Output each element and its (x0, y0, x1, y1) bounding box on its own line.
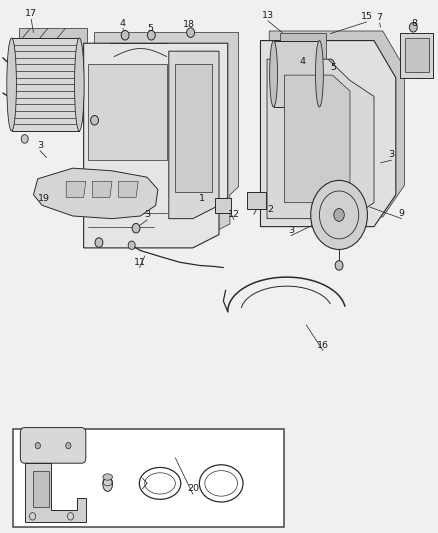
Ellipse shape (334, 208, 344, 221)
Circle shape (66, 442, 71, 449)
Polygon shape (88, 64, 166, 160)
Circle shape (128, 241, 135, 249)
Circle shape (335, 261, 343, 270)
Ellipse shape (103, 474, 113, 480)
Text: 11: 11 (134, 258, 145, 266)
Text: 17: 17 (25, 10, 37, 19)
Circle shape (309, 108, 317, 117)
Ellipse shape (270, 41, 278, 107)
Text: 5: 5 (147, 24, 153, 33)
Circle shape (121, 30, 129, 40)
Text: 2: 2 (268, 205, 273, 214)
Circle shape (148, 30, 155, 40)
Text: 19: 19 (38, 194, 49, 203)
Circle shape (95, 238, 103, 247)
Polygon shape (269, 31, 405, 217)
Text: 3: 3 (288, 226, 294, 235)
Ellipse shape (7, 38, 16, 131)
Text: 13: 13 (262, 11, 274, 20)
Polygon shape (280, 33, 326, 99)
Text: 7: 7 (377, 13, 383, 22)
Polygon shape (33, 168, 158, 219)
Circle shape (410, 22, 417, 32)
FancyBboxPatch shape (20, 427, 86, 463)
Text: 12: 12 (228, 210, 240, 219)
Text: 15: 15 (360, 12, 373, 21)
Polygon shape (84, 43, 228, 248)
Bar (175, 64, 212, 192)
Polygon shape (95, 33, 239, 237)
Text: 9: 9 (399, 209, 405, 218)
Bar (33, 471, 49, 507)
Polygon shape (92, 181, 112, 197)
Circle shape (35, 442, 40, 449)
Text: 8: 8 (412, 19, 417, 28)
Text: 18: 18 (184, 20, 195, 29)
Polygon shape (19, 28, 87, 122)
Polygon shape (169, 51, 219, 219)
Bar (247, 192, 266, 209)
Bar (400, 33, 433, 78)
Circle shape (132, 223, 140, 233)
Text: 3: 3 (389, 150, 395, 159)
Circle shape (279, 108, 286, 117)
Polygon shape (25, 463, 86, 522)
Circle shape (21, 135, 28, 143)
Text: 16: 16 (317, 341, 329, 350)
Polygon shape (267, 59, 374, 219)
Text: 3: 3 (145, 210, 151, 219)
Text: 20: 20 (187, 484, 199, 493)
Text: 4: 4 (120, 19, 126, 28)
Circle shape (326, 59, 334, 69)
Ellipse shape (311, 180, 367, 249)
Polygon shape (274, 41, 319, 107)
Bar (405, 38, 428, 72)
Polygon shape (66, 181, 86, 197)
Text: 3: 3 (37, 141, 43, 150)
Polygon shape (261, 41, 396, 227)
Text: 1: 1 (199, 194, 205, 203)
Bar (13, 429, 284, 527)
Ellipse shape (74, 38, 84, 131)
Text: 4: 4 (300, 58, 306, 66)
Ellipse shape (103, 478, 113, 491)
Polygon shape (12, 38, 79, 131)
Circle shape (418, 62, 426, 72)
Polygon shape (119, 181, 138, 197)
Circle shape (91, 116, 99, 125)
Ellipse shape (315, 41, 323, 107)
Circle shape (187, 28, 194, 37)
Text: 5: 5 (330, 63, 336, 71)
Polygon shape (285, 75, 350, 203)
Bar (215, 198, 231, 213)
